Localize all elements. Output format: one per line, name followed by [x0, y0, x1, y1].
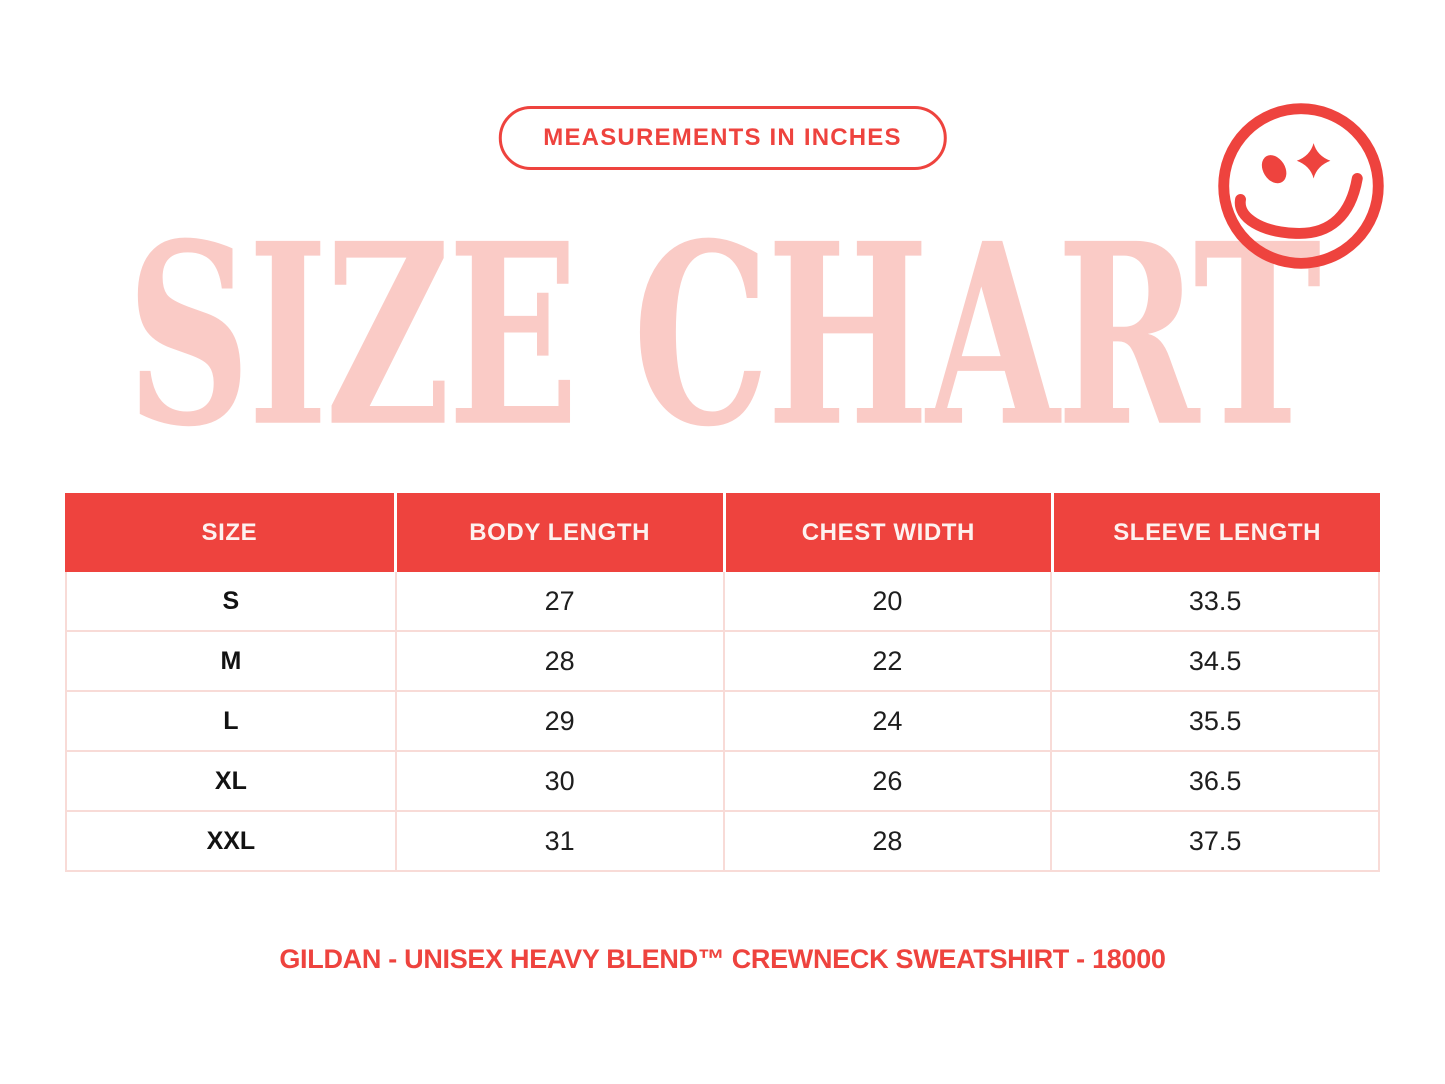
size-cell: S	[222, 586, 240, 615]
winking-smiley-icon	[1218, 103, 1384, 269]
size-cell: XL	[214, 766, 247, 795]
table-row: XL 30 26 36.5	[67, 750, 1378, 810]
size-cell: L	[223, 706, 239, 735]
measurements-badge: MEASUREMENTS IN INCHES	[498, 106, 947, 170]
size-table: SIZE BODY LENGTH CHEST WIDTH SLEEVE LENGTH …	[65, 493, 1380, 872]
size-cell: XXL	[206, 826, 256, 855]
table-row: XXL 31 28 37.5	[67, 810, 1378, 870]
column-header: SLEEVE LENGTH	[1051, 493, 1380, 572]
smiley-sparkle-eye-icon	[1296, 143, 1331, 179]
value-cell: 26	[722, 752, 1051, 810]
column-header: CHEST WIDTH	[722, 493, 1052, 572]
table-row: M 28 22 34.5	[67, 630, 1378, 690]
column-header: BODY LENGTH	[393, 493, 723, 572]
value-cell: 36.5	[1050, 752, 1378, 810]
table-row: L 29 24 35.5	[67, 690, 1378, 750]
value-cell: 22	[722, 632, 1051, 690]
size-table-body: S 27 20 33.5 M 28 22 34.5 L 29 24 35.5 XL 30 26 36.5 XXL…	[65, 572, 1380, 872]
product-caption: GILDAN - UNISEX HEAVY BLEND™ CREWNECK SW…	[279, 944, 1166, 974]
value-cell: 29	[394, 692, 723, 750]
value-cell: 33.5	[1050, 572, 1378, 630]
page-title: SIZE CHART	[126, 187, 1322, 483]
smiley-face-outline	[1218, 103, 1384, 269]
value-cell: 30	[394, 752, 723, 810]
value-cell: 28	[722, 812, 1051, 870]
table-row: S 27 20 33.5	[67, 572, 1378, 630]
value-cell: 34.5	[1050, 632, 1378, 690]
size-cell: M	[220, 646, 242, 675]
value-cell: 37.5	[1050, 812, 1378, 870]
column-header: SIZE	[201, 518, 258, 546]
value-cell: 28	[394, 632, 723, 690]
smiley-smile	[1234, 172, 1363, 239]
value-cell: 35.5	[1050, 692, 1378, 750]
value-cell: 24	[722, 692, 1051, 750]
size-table-header-row: SIZE BODY LENGTH CHEST WIDTH SLEEVE LENGTH	[65, 493, 1380, 572]
smiley-left-eye	[1261, 155, 1287, 184]
value-cell: 20	[722, 572, 1051, 630]
value-cell: 31	[394, 812, 723, 870]
value-cell: 27	[394, 572, 723, 630]
measurements-badge-label: MEASUREMENTS IN INCHES	[543, 124, 902, 151]
